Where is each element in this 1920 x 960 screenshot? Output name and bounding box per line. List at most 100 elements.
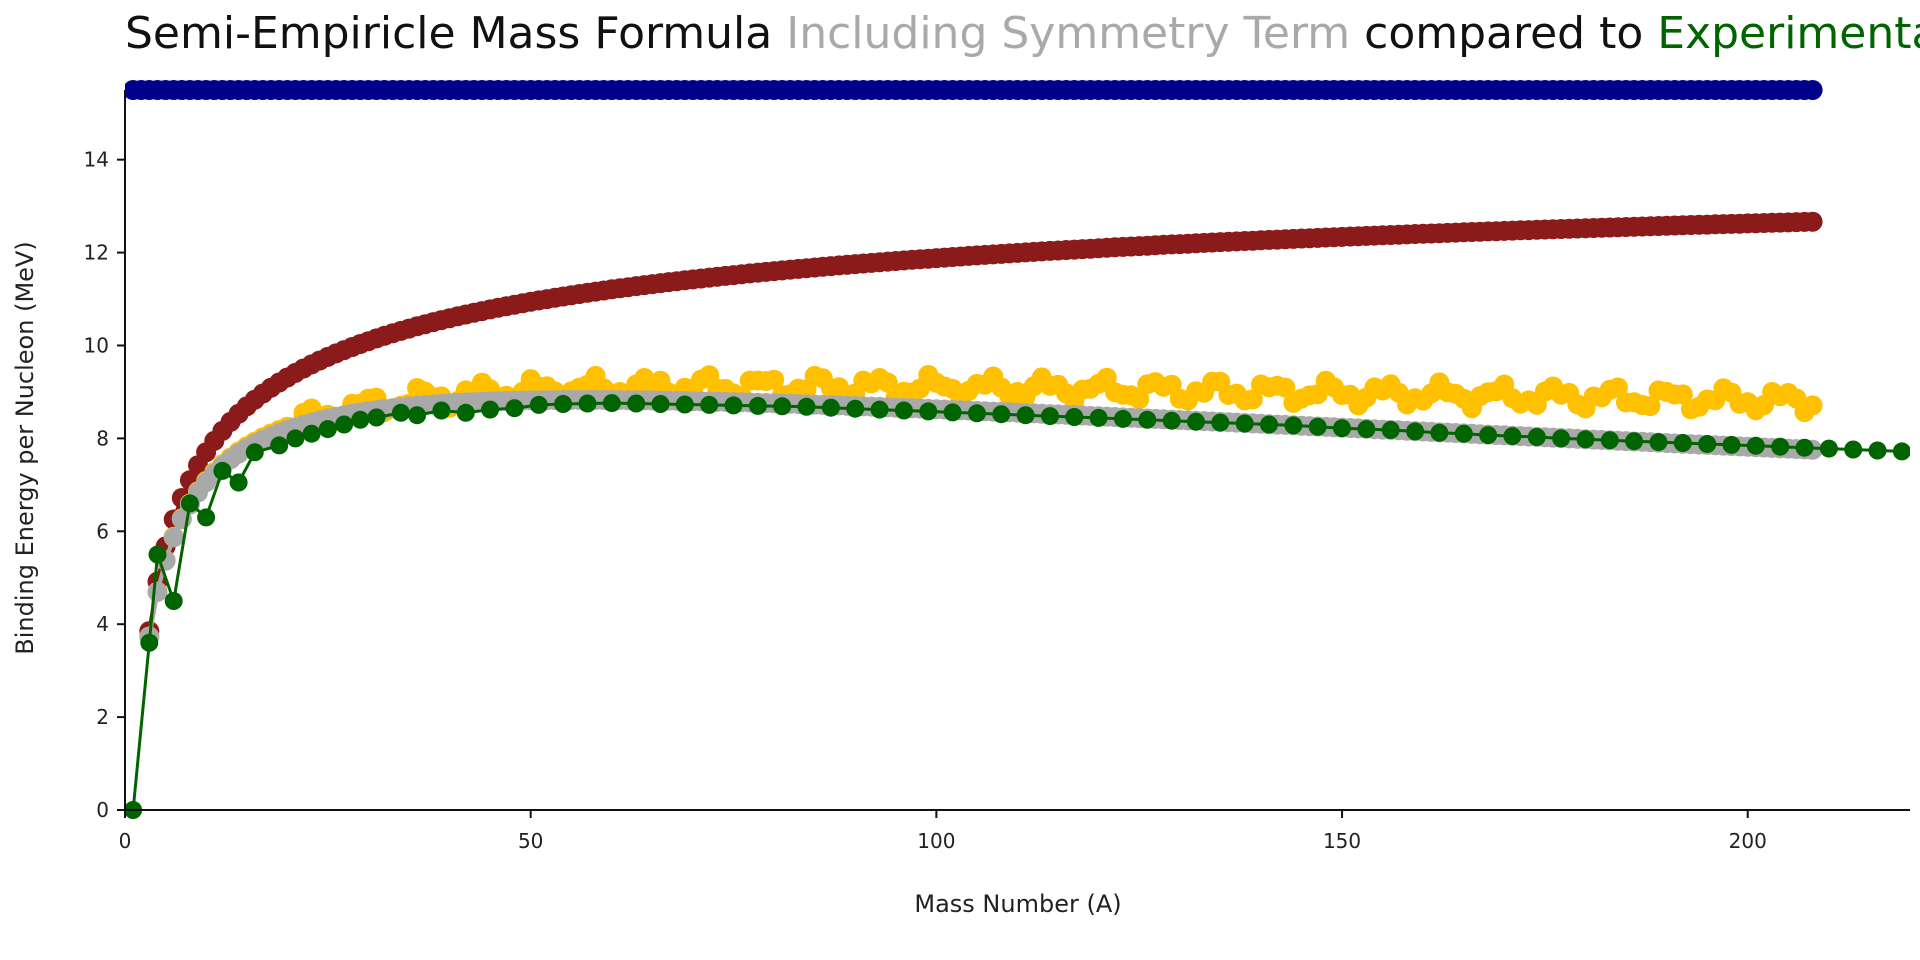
y-tick-label: 2 (96, 705, 109, 729)
data-point (1333, 419, 1351, 438)
data-point (1795, 438, 1814, 457)
data-point (1089, 408, 1108, 427)
chart-title-part: compared to (1350, 8, 1657, 59)
data-point (1649, 433, 1668, 452)
data-point (391, 403, 410, 422)
data-point (367, 408, 386, 427)
data-point (1454, 424, 1473, 443)
data-point (602, 394, 621, 413)
data-point (1041, 407, 1059, 426)
data-point (270, 436, 289, 455)
data-point (1235, 414, 1254, 433)
data-point (1381, 421, 1400, 439)
data-point (554, 395, 573, 413)
axes-layer: 0 50 100 150 200 0 2 4 6 8 10 12 14 (84, 90, 1910, 853)
data-point (408, 406, 427, 425)
series-line (147, 219, 1813, 632)
data-point (1016, 406, 1035, 425)
y-tick-label: 6 (96, 519, 109, 543)
data-point (1527, 428, 1546, 446)
data-point (432, 401, 451, 420)
data-point (1065, 408, 1084, 426)
x-tick-label: 50 (518, 829, 543, 853)
data-point (505, 399, 524, 418)
data-point (919, 402, 938, 421)
chart-title-part: Semi-Empiricle Mass Formula (125, 8, 786, 59)
data-point (1308, 417, 1327, 436)
data-point (529, 395, 548, 414)
data-point (1698, 435, 1717, 453)
series-3 (139, 389, 1823, 647)
chart-title-part: Including Symmetry Term (786, 8, 1350, 59)
series-1 (139, 211, 1823, 642)
x-tick-label: 0 (119, 829, 132, 853)
data-point (163, 527, 184, 548)
data-point (1162, 411, 1181, 430)
data-point (967, 404, 986, 423)
data-point (1357, 420, 1376, 439)
x-tick-label: 150 (1323, 829, 1361, 853)
data-point (1114, 409, 1132, 428)
y-tick-label: 4 (96, 612, 109, 636)
data-point (1260, 415, 1278, 434)
data-point (1672, 384, 1693, 405)
data-point (1892, 442, 1910, 461)
data-point (1640, 396, 1661, 417)
data-point (894, 401, 913, 420)
data-point (302, 424, 321, 443)
data-point (1802, 80, 1823, 100)
x-tick-label: 100 (917, 829, 955, 853)
data-point (1430, 423, 1449, 442)
y-tick-label: 8 (96, 426, 109, 450)
series-layer (125, 80, 1910, 819)
data-point (1187, 412, 1205, 431)
data-point (245, 443, 264, 462)
data-point (1607, 377, 1628, 398)
data-point (1673, 434, 1692, 452)
data-point (351, 410, 370, 429)
data-point (1802, 211, 1823, 232)
data-point (943, 403, 962, 422)
data-point (870, 400, 889, 419)
data-point (1600, 431, 1619, 450)
data-point (213, 461, 232, 480)
data-point (1242, 389, 1263, 410)
data-point (1503, 427, 1522, 446)
data-point (1802, 395, 1823, 416)
data-point (147, 581, 168, 602)
data-point (773, 397, 792, 416)
data-point (1819, 439, 1838, 458)
data-point (992, 405, 1011, 424)
data-point (578, 394, 597, 413)
data-point (148, 545, 167, 564)
series-line (131, 401, 1902, 811)
data-point (286, 429, 305, 448)
data-point (1868, 441, 1887, 460)
data-point (1746, 436, 1765, 455)
y-tick-label: 0 (96, 798, 109, 822)
data-point (1406, 422, 1425, 441)
series-4 (125, 394, 1910, 819)
data-point (748, 396, 767, 415)
data-point (1284, 416, 1303, 435)
chart-title: Semi-Empiricle Mass Formula Including Sy… (125, 8, 1920, 59)
data-point (140, 633, 159, 652)
data-point (180, 494, 199, 513)
data-point (1138, 410, 1157, 429)
series-0 (125, 80, 1823, 100)
data-point (651, 395, 670, 413)
data-point (1479, 426, 1498, 445)
data-point (1129, 389, 1150, 410)
data-point (1625, 432, 1644, 451)
data-point (821, 398, 840, 417)
data-point (1552, 429, 1571, 448)
data-point (197, 508, 216, 527)
data-point (1771, 437, 1790, 456)
data-point (229, 473, 248, 492)
chart-title-part: Experimental (1657, 8, 1920, 59)
data-point (700, 395, 719, 414)
data-point (164, 592, 183, 610)
data-point (797, 397, 816, 416)
data-point (627, 394, 646, 413)
